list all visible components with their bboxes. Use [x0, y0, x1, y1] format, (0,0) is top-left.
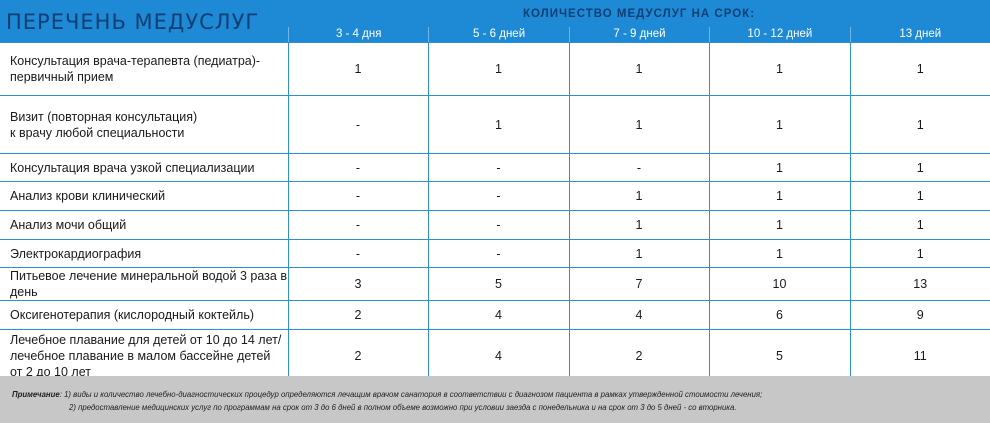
table-row: Электрокардиография - -1 1 1 — [0, 239, 990, 268]
service-count-cell: 1 — [849, 95, 990, 154]
period-group-title: КОЛИЧЕСТВО МЕДУСЛУГ НА СРОК: — [522, 8, 756, 20]
service-name-line: Консультация врача-терапевта (педиатра)- — [10, 54, 261, 68]
service-count-cell: 1 — [708, 239, 851, 268]
service-count-cell: - — [427, 153, 570, 182]
service-count-cell: 1 — [708, 153, 851, 182]
service-name: Питьевое лечение минеральной водой 3 раз… — [0, 267, 289, 301]
service-count-cell: 1 — [849, 239, 990, 268]
service-count-cell: 5 — [708, 329, 851, 383]
service-name-line: Визит (повторная консультация) — [10, 109, 198, 124]
table-row: Консультация врача-терапевта (педиатра)-… — [0, 42, 990, 96]
service-count-cell: 10 — [708, 267, 851, 301]
service-count-cell: 1 — [568, 95, 710, 154]
service-count-cell: 13 — [849, 267, 990, 301]
service-count-cell: 1 — [568, 210, 710, 240]
service-count-cell: 2 — [568, 329, 710, 383]
service-count-cell: - — [287, 95, 429, 154]
table-row: Консультация врача узкой специализации - -… — [0, 153, 990, 182]
service-name-line: Анализ крови клинический — [10, 189, 166, 203]
service-name: Анализ мочи общий — [0, 210, 289, 240]
service-name-line: первичный прием — [10, 70, 114, 84]
service-count-cell: 4 — [568, 300, 710, 330]
service-count-cell: 1 — [427, 95, 570, 154]
service-count-cell: - — [287, 153, 429, 182]
service-name: Консультация врача-терапевта (педиатра)-… — [0, 42, 289, 96]
service-name: Лечебное плавание для детей от 10 до 14 … — [0, 329, 289, 383]
period-header: 7 - 9 дней — [568, 27, 709, 42]
service-count-cell: 1 — [849, 181, 990, 211]
service-count-cell: 1 — [849, 210, 990, 240]
service-count-cell: 1 — [708, 42, 851, 96]
service-count-cell: 1 — [708, 181, 851, 211]
table-row: Лечебное плавание для детей от 10 до 14 … — [0, 329, 990, 383]
service-count-cell: 4 — [427, 329, 570, 383]
services-table: Консультация врача-терапевта (педиатра)-… — [0, 42, 990, 383]
service-count-cell: 1 — [287, 42, 429, 96]
service-count-cell: 3 — [287, 267, 429, 301]
service-count-cell: 1 — [708, 95, 851, 154]
service-name: Консультация врача узкой специализации — [0, 153, 289, 182]
service-count-cell: 9 — [849, 300, 990, 330]
service-name-line: Консультация врача узкой специализации — [10, 160, 255, 175]
service-count-cell: 6 — [708, 300, 851, 330]
service-count-cell: 2 — [287, 329, 429, 383]
footnote-line: Примечание: 1) виды и количество лечебно… — [12, 388, 990, 401]
period-headers: 3 - 4 дня 5 - 6 дней 7 - 9 дней 10 - 12 … — [288, 27, 990, 42]
service-count-cell: - — [287, 181, 429, 211]
service-count-cell: 1 — [849, 42, 990, 96]
period-header: 13 дней — [849, 27, 990, 42]
table-row: Визит (повторная консультация) к врачу лю… — [0, 95, 990, 154]
service-count-cell: - — [568, 153, 710, 182]
service-count-cell: - — [287, 210, 429, 240]
period-header: 3 - 4 дня — [288, 27, 428, 42]
footnote: Примечание: 1) виды и количество лечебно… — [0, 376, 990, 423]
footnote-text: 2) предоставление медицинских услуг по п… — [69, 403, 737, 412]
service-count-cell: 1 — [427, 42, 570, 96]
service-count-cell: 7 — [568, 267, 710, 301]
service-name: Визит (повторная консультация) к врачу лю… — [0, 95, 289, 154]
service-name-line: Электрокардиография — [10, 246, 142, 261]
footnote-label: Примечание — [12, 390, 60, 399]
service-count-cell: 11 — [849, 329, 990, 383]
service-count-cell: 1 — [568, 181, 710, 211]
service-count-cell: 1 — [708, 210, 851, 240]
service-count-cell: - — [427, 181, 570, 211]
table-row: Анализ крови клинический - -1 1 1 — [0, 181, 990, 211]
footnote-text: : 1) виды и количество лечебно-диагности… — [59, 390, 763, 399]
service-count-cell: - — [427, 210, 570, 240]
service-name-line: от 2 до 10 лет — [10, 365, 91, 379]
table-row: Оксигенотерапия (кислородный коктейль) 2 4… — [0, 300, 990, 330]
service-name-line: Питьевое лечение минеральной водой 3 раз… — [10, 269, 287, 299]
period-header: 10 - 12 дней — [709, 27, 849, 42]
period-header: 5 - 6 дней — [428, 27, 568, 42]
service-name-line: лечебное плавание в малом бассейне детей — [10, 349, 271, 363]
table-row: Питьевое лечение минеральной водой 3 раз… — [0, 267, 990, 301]
service-name-line: Оксигенотерапия (кислородный коктейль) — [10, 308, 254, 322]
service-name-line: Анализ мочи общий — [10, 218, 127, 232]
service-name: Электрокардиография — [0, 239, 289, 268]
service-name: Анализ крови клинический — [0, 181, 289, 211]
table-row: Анализ мочи общий - -1 1 1 — [0, 210, 990, 240]
service-count-cell: - — [287, 239, 429, 268]
service-count-cell: 5 — [427, 267, 570, 301]
service-name: Оксигенотерапия (кислородный коктейль) — [0, 300, 289, 330]
service-count-cell: 4 — [427, 300, 570, 330]
page-title: ПЕРЕЧЕНЬ МЕДУСЛУГ — [6, 10, 260, 34]
service-count-cell: 2 — [287, 300, 429, 330]
table-header: ПЕРЕЧЕНЬ МЕДУСЛУГ КОЛИЧЕСТВО МЕДУСЛУГ НА… — [0, 0, 990, 42]
service-count-cell: 1 — [568, 239, 710, 268]
service-name-line: Лечебное плавание для детей от 10 до 14 … — [10, 333, 282, 347]
service-name-line: к врачу любой специальности — [10, 125, 185, 140]
service-count-cell: 1 — [568, 42, 710, 96]
service-count-cell: - — [427, 239, 570, 268]
service-count-cell: 1 — [849, 153, 990, 182]
